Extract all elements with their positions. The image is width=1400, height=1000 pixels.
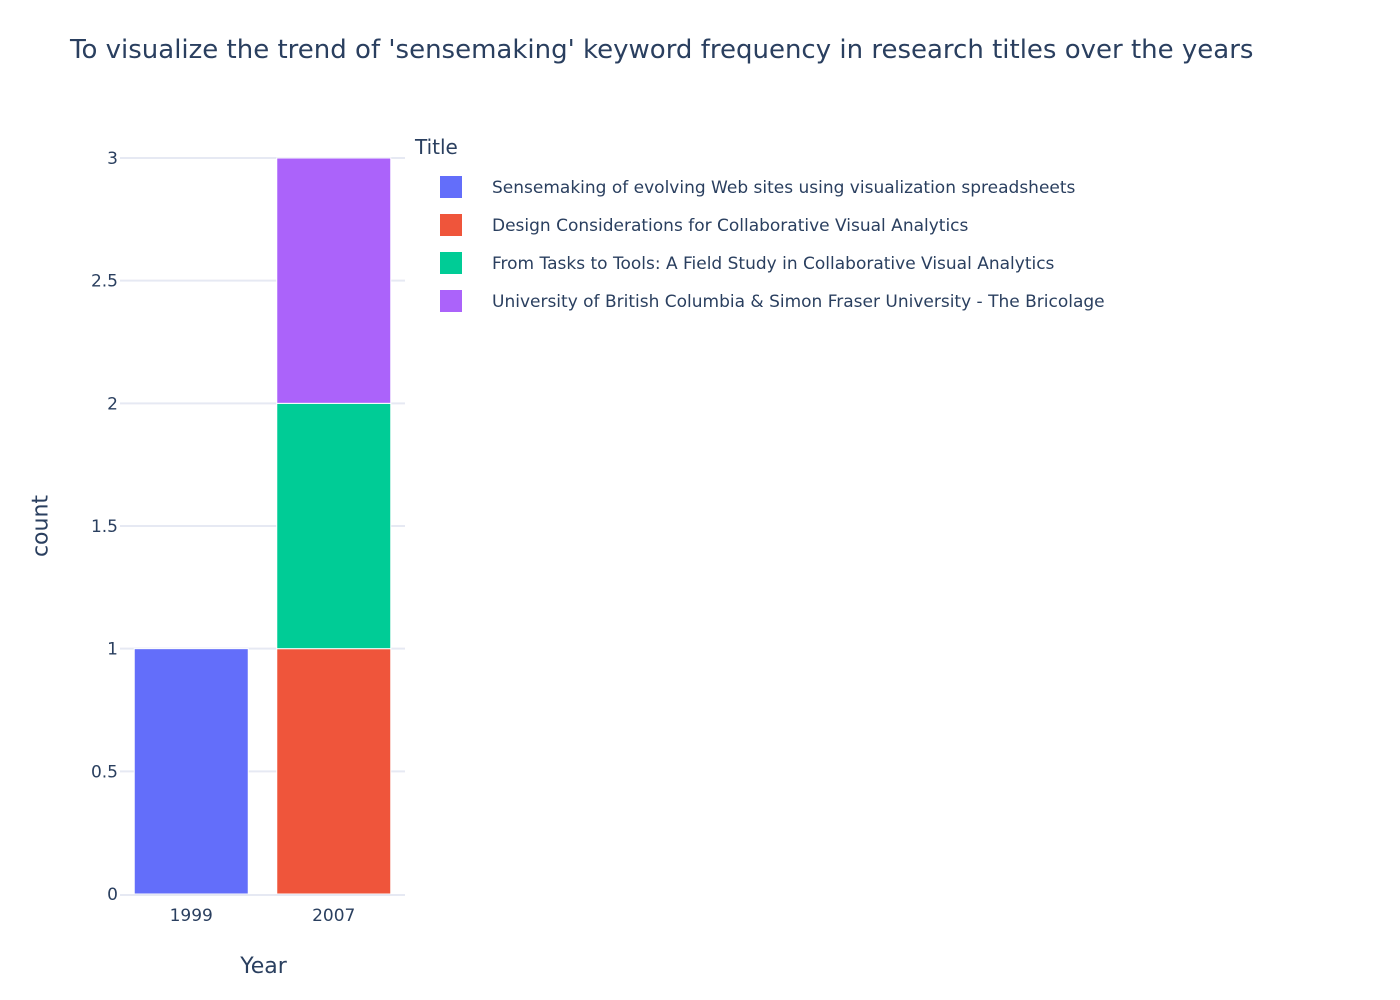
bar-segment-2007-series-4[interactable] (276, 157, 392, 404)
bar-segment-2007-series-2[interactable] (276, 648, 392, 895)
legend-title: Title (414, 135, 458, 159)
legend: Title Sensemaking of evolving Web sites … (414, 135, 1105, 312)
legend-label-2: Design Considerations for Collaborative … (492, 216, 969, 236)
legend-swatch-2[interactable] (440, 214, 462, 236)
bar-segment-1999-series-1[interactable] (133, 648, 249, 895)
x-tick-label: 2007 (312, 906, 355, 926)
y-tick-label: 0.5 (91, 762, 118, 782)
x-axis-title: Year (239, 954, 288, 979)
bars (133, 157, 392, 895)
y-axis-title: count (29, 495, 54, 557)
y-tick-label: 1.5 (91, 517, 118, 537)
legend-swatch-1[interactable] (440, 176, 462, 198)
y-tick-label: 0 (107, 885, 118, 905)
y-tick-label: 1 (107, 640, 118, 660)
y-tick-label: 3 (107, 149, 118, 169)
chart-title: To visualize the trend of 'sensemaking' … (69, 35, 1253, 65)
legend-swatch-4[interactable] (440, 290, 462, 312)
legend-label-1: Sensemaking of evolving Web sites using … (492, 178, 1076, 198)
y-tick-label: 2.5 (91, 272, 118, 292)
y-tick-label: 2 (107, 394, 118, 414)
x-tick-label: 1999 (170, 906, 213, 926)
legend-swatch-3[interactable] (440, 252, 462, 274)
bar-segment-2007-series-3[interactable] (276, 402, 392, 650)
legend-label-3: From Tasks to Tools: A Field Study in Co… (492, 254, 1055, 274)
y-axis-ticks: 0 0.5 1 1.5 2 2.5 3 (91, 149, 118, 905)
x-axis-ticks: 1999 2007 (170, 906, 356, 926)
legend-label-4: University of British Columbia & Simon F… (492, 292, 1105, 312)
